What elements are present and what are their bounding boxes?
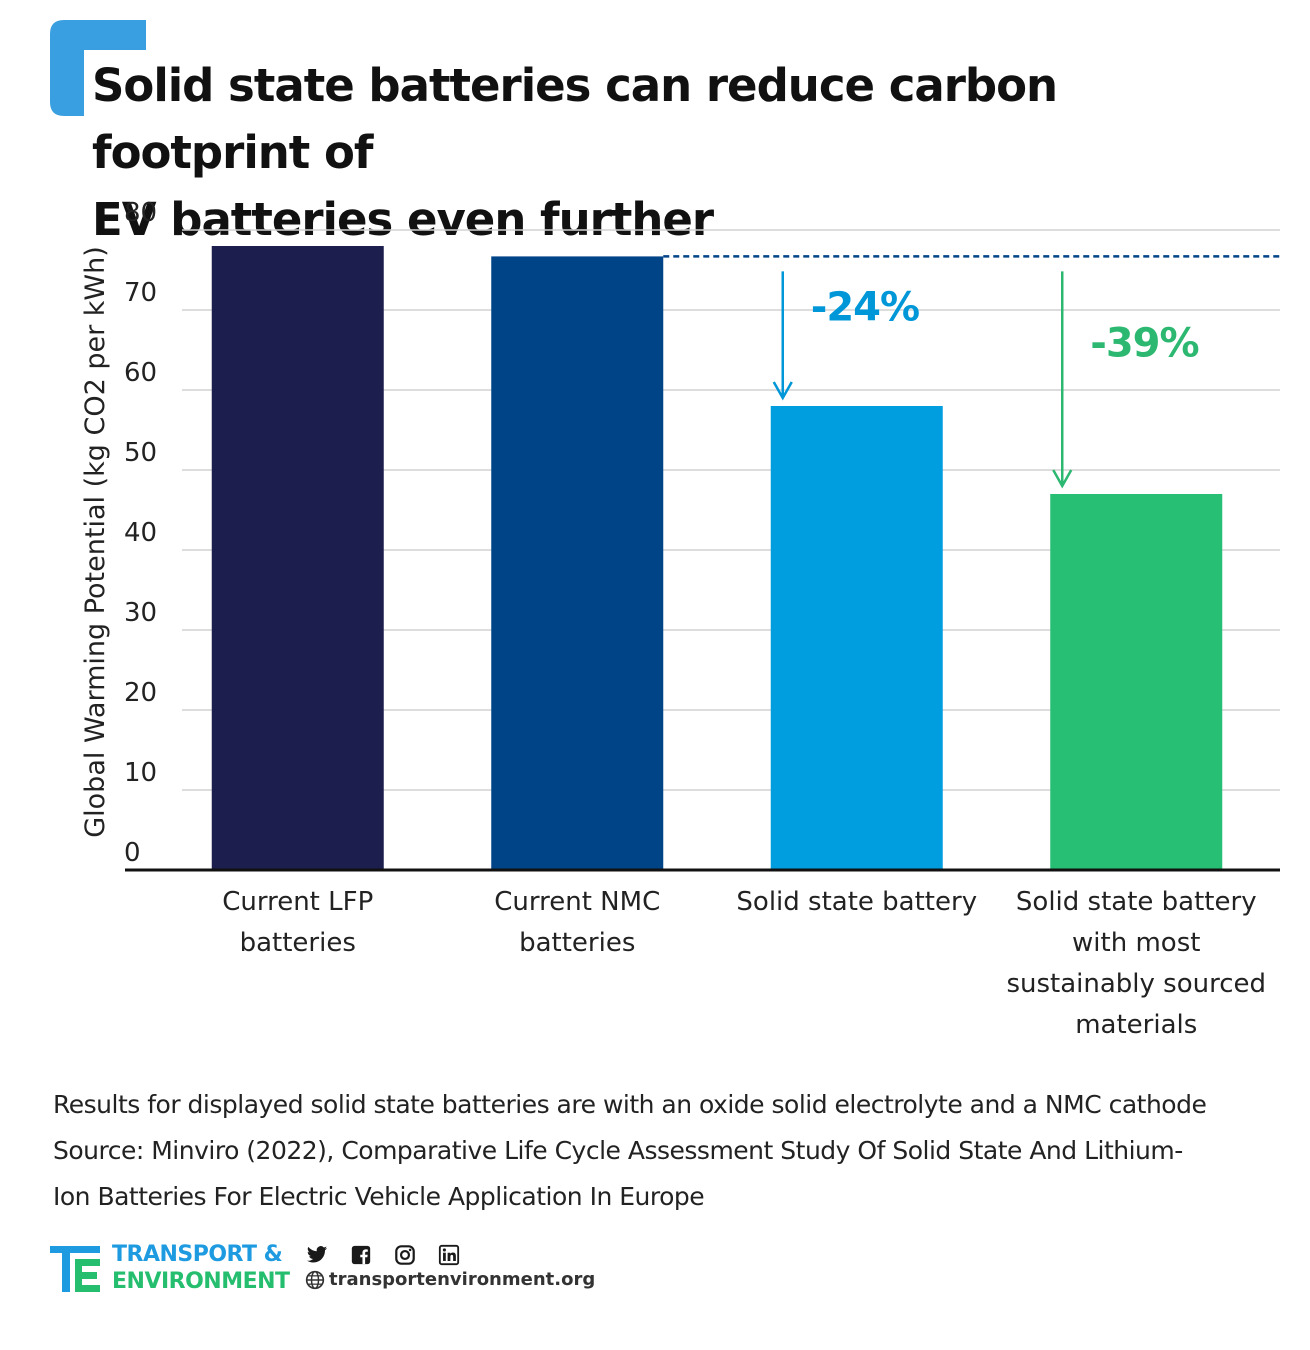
y-tick-label: 70	[124, 278, 157, 308]
bar	[491, 256, 664, 870]
y-tick-label: 40	[124, 518, 157, 548]
linkedin-icon[interactable]	[438, 1244, 460, 1266]
website-url[interactable]: transportenvironment.org	[329, 1269, 596, 1290]
facebook-icon[interactable]	[350, 1244, 372, 1266]
bar	[1050, 494, 1223, 870]
y-tick-label: 10	[124, 758, 157, 788]
instagram-icon[interactable]	[394, 1244, 416, 1266]
x-tick-label: with most	[1072, 928, 1200, 958]
arrow-head	[1052, 469, 1073, 489]
arrow-head	[772, 381, 793, 401]
bar-chart: 0 10 20 30 40 50 60 70 80 Global Warming Potentia…	[80, 198, 1280, 1040]
x-tick-label: materials	[1075, 1010, 1197, 1040]
footnote-line-1: Results for displayed solid state batter…	[53, 1090, 1207, 1119]
website[interactable]: transportenvironment.org	[305, 1269, 595, 1290]
globe-icon	[305, 1270, 325, 1289]
x-tick-label: Solid state battery	[736, 887, 977, 917]
x-tick-label: sustainably sourced	[1006, 969, 1266, 999]
chart-title-line-2: EV batteries even further	[92, 193, 714, 246]
chart-title-line-1: Solid state batteries can reduce carbon …	[92, 59, 1058, 179]
bar	[770, 406, 943, 870]
social-links	[306, 1244, 460, 1266]
y-tick-label: 60	[124, 358, 157, 388]
x-tick-label: batteries	[519, 928, 635, 958]
y-tick-label: 30	[124, 598, 157, 628]
x-tick-label: Current LFP	[222, 887, 373, 917]
x-tick-label: Current NMC	[494, 887, 660, 917]
y-axis-label: Global Warming Potential (kg CO2 per kWh…	[80, 246, 111, 838]
y-tick-label: 80	[124, 198, 157, 228]
y-tick-label: 0	[124, 838, 141, 868]
x-tick-label: batteries	[240, 928, 356, 958]
y-tick-label: 50	[124, 438, 157, 468]
brand-name: TRANSPORT & ENVIRONMENT	[112, 1241, 290, 1295]
footnote-line-2: Source: Minviro (2022), Comparative Life…	[53, 1136, 1183, 1165]
twitter-icon[interactable]	[306, 1244, 328, 1266]
y-tick-label: 20	[124, 678, 157, 708]
brand-corner-mark	[50, 20, 146, 116]
brand-name-line-1: TRANSPORT &	[112, 1242, 283, 1267]
footnote: Results for displayed solid state batter…	[53, 1082, 1293, 1220]
reduction-label: -24%	[811, 285, 919, 331]
x-tick-label: Solid state battery	[1016, 887, 1257, 917]
te-logo-icon	[50, 1246, 100, 1292]
chart-title: Solid state batteries can reduce carbon …	[92, 52, 1282, 253]
brand-name-line-2: ENVIRONMENT	[112, 1269, 290, 1294]
footnote-line-3: Ion Batteries For Electric Vehicle Appli…	[53, 1182, 705, 1211]
bar	[211, 246, 384, 870]
reduction-label: -39%	[1090, 321, 1198, 367]
